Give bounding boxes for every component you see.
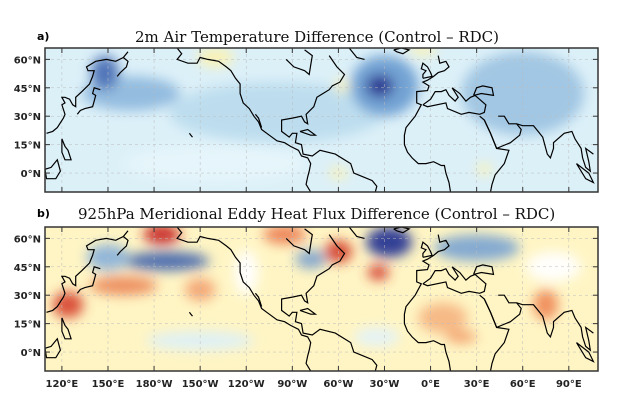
coastline — [403, 55, 452, 192]
anomaly-region — [263, 227, 307, 245]
panel-b-title: 925hPa Meridional Eddy Heat Flux Differe… — [78, 205, 556, 223]
lat-tick-label: 0°N — [21, 348, 41, 359]
lon-tick-label: 30°W — [370, 379, 400, 390]
map-frame — [44, 226, 599, 372]
lon-tick-label: 30°E — [464, 379, 490, 390]
anomaly-region — [353, 327, 400, 347]
anomaly-region — [233, 249, 259, 296]
coastline — [473, 85, 495, 97]
coastline — [403, 234, 452, 371]
anomaly-region — [461, 51, 585, 136]
coastline — [348, 48, 365, 60]
coastline — [516, 302, 594, 352]
coastline — [254, 292, 263, 307]
lon-tick-label: 150°E — [92, 379, 125, 390]
coastline — [176, 48, 312, 192]
coastline — [45, 158, 62, 180]
coastline — [348, 227, 365, 239]
map-frame — [44, 47, 599, 193]
lon-tick-label: 0°E — [421, 379, 440, 390]
lat-tick-label: 45°N — [14, 84, 41, 95]
anomaly-region — [367, 264, 390, 281]
lat-tick-label: 15°N — [14, 320, 41, 331]
lon-tick-label: 90°E — [556, 379, 582, 390]
coastline — [483, 115, 522, 150]
anomaly-region — [445, 331, 477, 343]
coastline — [422, 266, 487, 294]
anomaly-region — [533, 289, 559, 320]
anomaly-region — [143, 227, 181, 245]
anomaly-region — [418, 302, 468, 334]
lat-tick-label: 15°N — [14, 141, 41, 152]
anomaly-region — [329, 167, 348, 179]
lat-tick-label: 45°N — [14, 263, 41, 274]
anomaly-region — [169, 82, 385, 143]
coastline — [61, 138, 72, 161]
map-panel-b: 60°N 45°N 30°N 15°N 0°N 120°E 150°E 180°W 150°W 1… — [14, 226, 599, 390]
coastline — [46, 230, 129, 313]
coastline — [473, 264, 495, 276]
lon-tick-label: 120°E — [46, 379, 79, 390]
anomaly-region — [146, 331, 254, 351]
coastline — [116, 57, 129, 77]
anomaly-region — [89, 276, 158, 296]
lat-tick-label: 60°N — [14, 234, 41, 245]
coastline — [188, 311, 193, 317]
coastline — [176, 227, 312, 371]
anomaly-region — [525, 251, 582, 282]
lat-tick-label: 0°N — [21, 169, 41, 180]
anomaly-region — [366, 227, 413, 258]
coastline — [281, 55, 378, 192]
coastline — [420, 62, 433, 79]
lat-tick-label: 30°N — [14, 112, 41, 123]
map-panel-a: 60°N 45°N 30°N 15°N 0°N — [14, 47, 599, 193]
coastline — [483, 294, 522, 329]
coastline — [516, 123, 594, 173]
coastline — [116, 236, 129, 256]
lat-tick-label: 30°N — [14, 291, 41, 302]
lon-tick-label: 150°W — [182, 379, 219, 390]
anomaly-region — [52, 291, 84, 318]
lon-tick-label: 60°W — [323, 379, 353, 390]
coastline — [299, 128, 318, 136]
anomaly-region — [91, 55, 119, 90]
anomaly-region — [123, 251, 210, 271]
coastline — [45, 337, 62, 359]
coastline — [46, 51, 129, 134]
lon-tick-label: 90°W — [277, 379, 307, 390]
coastline — [188, 132, 193, 138]
coastline — [420, 241, 433, 258]
coastline — [76, 266, 101, 294]
anomaly-region — [476, 163, 493, 175]
lon-tick-label: 120°W — [228, 379, 265, 390]
panel-a-label: a) — [37, 30, 50, 43]
coastline — [575, 342, 595, 363]
anomaly-region — [335, 78, 348, 94]
lon-tick-label: 60°E — [510, 379, 536, 390]
panel-b-label: b) — [37, 207, 50, 220]
coastline — [281, 234, 378, 371]
anomaly-region — [295, 249, 327, 269]
lat-tick-label: 60°N — [14, 55, 41, 66]
anomaly-region — [366, 74, 394, 98]
anomaly-region — [123, 144, 308, 183]
coastline — [285, 228, 313, 255]
coastline — [422, 87, 487, 115]
coastline — [299, 307, 318, 315]
coastline — [285, 49, 313, 76]
lon-tick-label: 180°W — [136, 379, 173, 390]
coastline — [254, 113, 263, 128]
panel-a-title: 2m Air Temperature Difference (Control –… — [135, 28, 499, 46]
anomaly-region — [409, 48, 437, 56]
coastline — [575, 163, 595, 184]
coastline — [61, 317, 72, 340]
coastline — [76, 87, 101, 115]
anomaly-region — [197, 48, 234, 67]
